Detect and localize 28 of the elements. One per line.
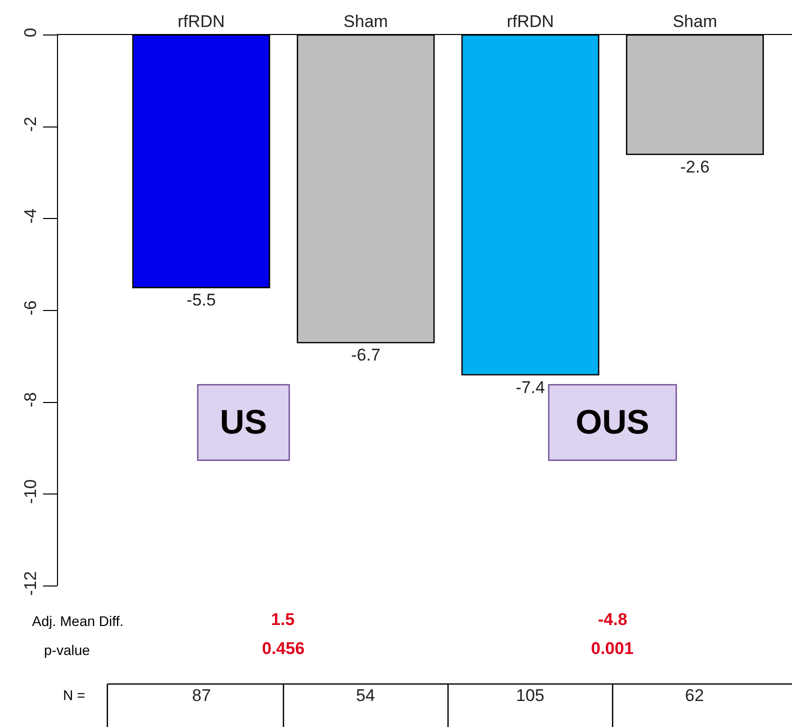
y-tick-label: -6 (21, 300, 40, 316)
text: Adj. Mean Diff. (32, 613, 124, 629)
data-label: -6.7 (351, 346, 380, 365)
x-tick-label: rfRDN (178, 12, 225, 32)
annotation: OUS (576, 404, 650, 442)
text: 1.5 (271, 610, 295, 629)
text: 0.456 (262, 639, 305, 658)
x-tick-label: rfRDN (506, 12, 554, 32)
data-label: -7.4 (516, 378, 545, 397)
y-tick-label: -8 (21, 392, 40, 408)
text: 62 (685, 686, 704, 705)
y-tick-label: -4 (21, 208, 40, 224)
data-label: -5.5 (186, 290, 216, 310)
annotation: US (220, 404, 268, 442)
y-tick-label: -2 (21, 116, 40, 132)
text: 0.001 (591, 639, 634, 658)
x-tick-label: Sham (344, 12, 388, 32)
text: 54 (356, 686, 375, 705)
text: N = (63, 687, 86, 703)
y-tick-label: 0 (21, 28, 40, 38)
x-tick-label: Sham (672, 12, 718, 32)
y-tick-label: -12 (21, 571, 40, 596)
y-tick-label: -10 (21, 479, 40, 504)
data-label: -2.6 (680, 157, 710, 176)
text: p-value (44, 642, 90, 658)
text: 87 (192, 686, 211, 705)
text: 105 (516, 686, 544, 705)
text: -4.8 (598, 610, 628, 629)
